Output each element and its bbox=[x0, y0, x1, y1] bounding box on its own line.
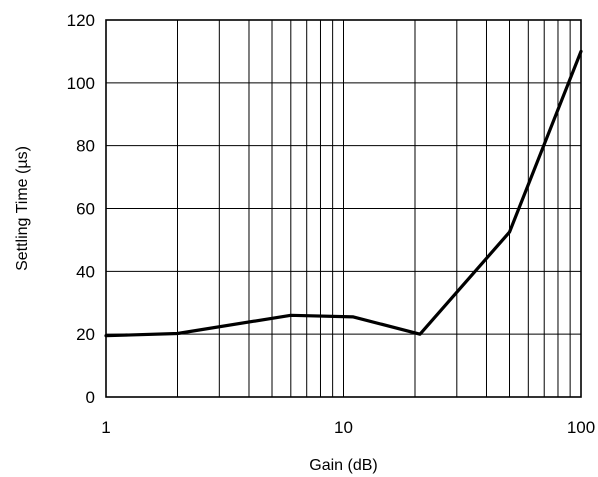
y-tick-label: 120 bbox=[67, 11, 95, 30]
x-axis-title: Gain (dB) bbox=[309, 457, 377, 474]
x-tick-label: 10 bbox=[334, 418, 353, 437]
x-tick-label: 1 bbox=[101, 418, 110, 437]
series-line bbox=[104, 49, 583, 338]
y-tick-label: 0 bbox=[86, 388, 95, 407]
y-tick-label: 20 bbox=[76, 325, 95, 344]
y-tick-label: 40 bbox=[76, 262, 95, 281]
y-tick-label: 60 bbox=[76, 200, 95, 219]
grid bbox=[106, 20, 581, 397]
y-tick-label: 100 bbox=[67, 74, 95, 93]
y-axis-ticks: 0 20 40 60 80 100 120 bbox=[67, 11, 95, 407]
x-tick-label: 100 bbox=[567, 418, 595, 437]
series-layer bbox=[104, 49, 583, 338]
y-axis-title: Settling Time (µs) bbox=[14, 146, 31, 271]
x-axis-ticks: 1 10 100 bbox=[101, 418, 595, 437]
plot-frame bbox=[105, 19, 582, 398]
y-tick-label: 80 bbox=[76, 137, 95, 156]
